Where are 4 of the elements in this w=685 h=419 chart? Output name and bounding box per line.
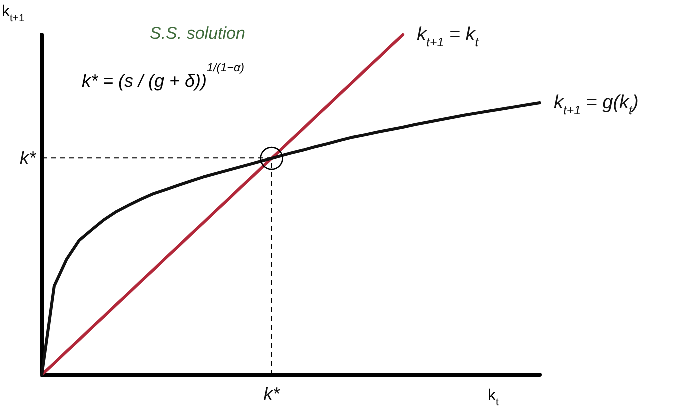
chart-title: S.S. solution	[150, 24, 246, 43]
ref-line-label: k*	[20, 148, 37, 168]
text: k*	[264, 384, 281, 404]
annotation: k* = (s / (g + δ))1/(1−α)	[82, 62, 245, 92]
